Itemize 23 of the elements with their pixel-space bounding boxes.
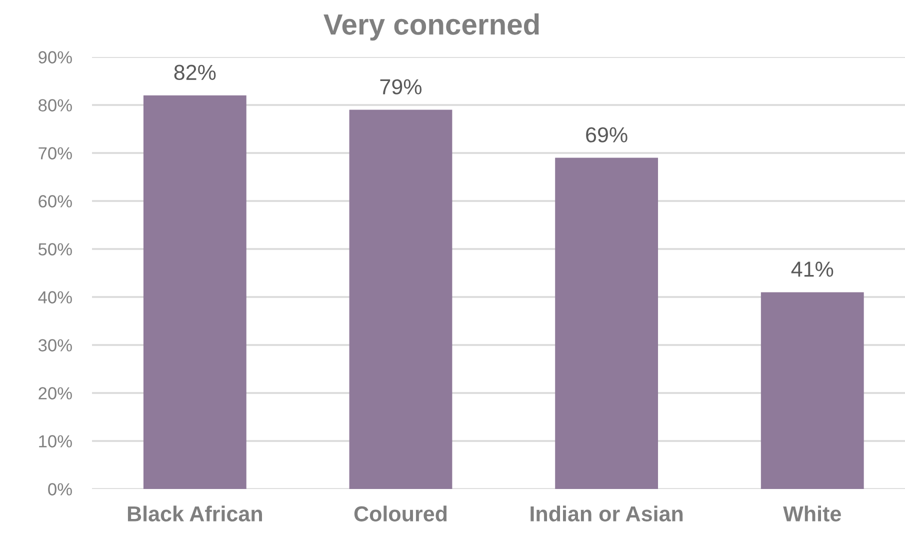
data-label: 79% bbox=[380, 79, 422, 94]
bar bbox=[143, 95, 246, 489]
y-tick-label: 20% bbox=[38, 387, 72, 400]
data-label: 69% bbox=[586, 127, 628, 142]
y-tick-label: 70% bbox=[38, 147, 72, 160]
data-label: 82% bbox=[174, 64, 216, 80]
bar bbox=[349, 110, 452, 489]
y-tick-label: 90% bbox=[38, 51, 72, 64]
x-tick-label: Indian or Asian bbox=[530, 506, 683, 522]
bar bbox=[760, 292, 864, 489]
data-label: 41% bbox=[791, 262, 834, 277]
y-tick-label: 80% bbox=[38, 99, 72, 112]
x-tick-label: White bbox=[783, 506, 841, 522]
y-tick-label: 10% bbox=[39, 435, 72, 448]
y-tick-label: 30% bbox=[38, 339, 72, 352]
x-tick-label: Coloured bbox=[354, 506, 447, 522]
x-tick-label: Black African bbox=[128, 506, 262, 522]
y-tick-label: 50% bbox=[38, 243, 72, 256]
y-tick-label: 60% bbox=[38, 195, 72, 208]
chart-title: Very concerned bbox=[324, 13, 539, 41]
y-tick-label: 40% bbox=[38, 291, 72, 304]
y-tick-label: 0% bbox=[48, 483, 72, 496]
bar bbox=[555, 158, 658, 489]
